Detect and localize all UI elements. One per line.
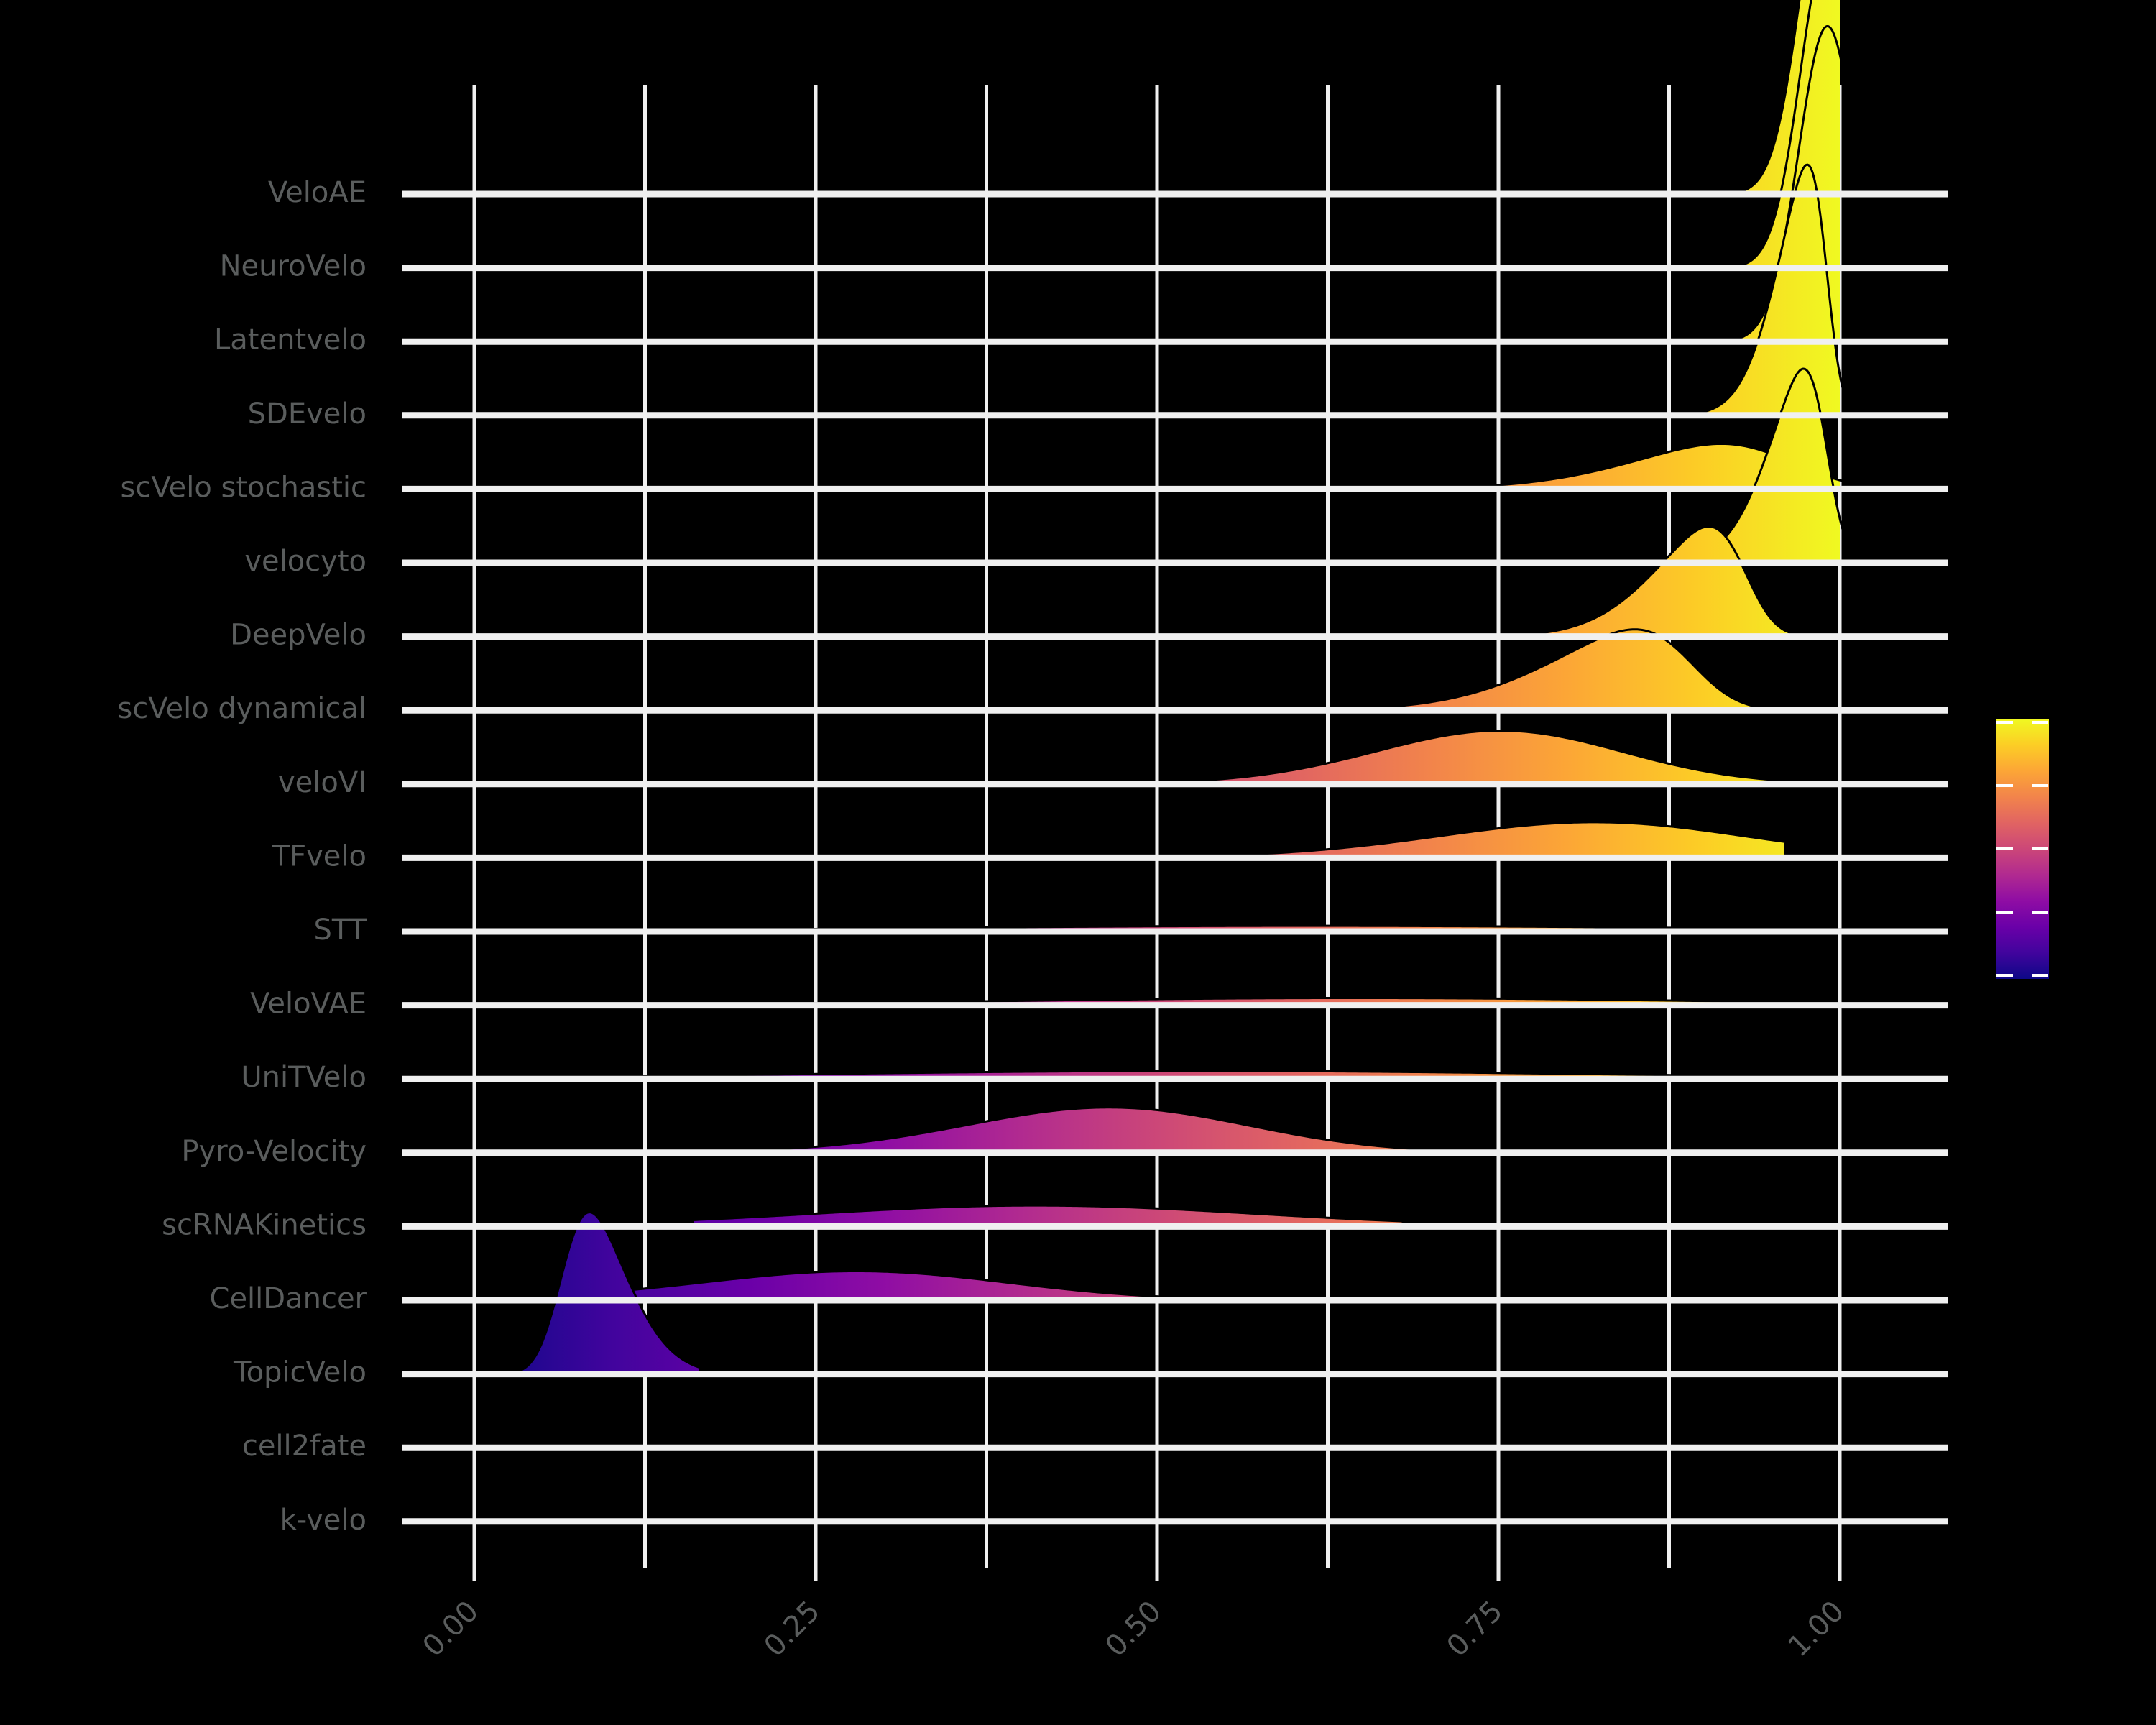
y-axis-label-neurovelo: NeuroVelo	[220, 250, 367, 283]
y-axis-label-cell2fate: cell2fate	[242, 1430, 367, 1463]
y-axis-label-veloae: VeloAE	[268, 176, 367, 209]
y-axis-label-velovi: veloVI	[278, 766, 367, 799]
y-axis-label-scrnakinetics: scRNAKinetics	[162, 1208, 367, 1241]
y-axis-label-topicvelo: TopicVelo	[233, 1356, 367, 1389]
y-axis-label-deepvelo: DeepVelo	[230, 619, 367, 652]
y-axis-label-scvelo-stochastic: scVelo stochastic	[121, 471, 367, 504]
ridge-fill-unitvelo	[474, 1070, 1812, 1080]
y-axis-label-velocyto: velocyto	[244, 545, 367, 578]
ridge-outline-scrnakinetics	[691, 1204, 1404, 1228]
y-axis-label-scvelo-dynamical: scVelo dynamical	[117, 692, 367, 725]
y-axis-label-velovae: VeloVAE	[250, 988, 367, 1021]
y-axis-label-celldancer: CellDancer	[210, 1282, 367, 1315]
ridge-fill-velovae	[720, 998, 1826, 1006]
y-axis-label-pyro-velocity: Pyro-Velocity	[181, 1135, 367, 1168]
y-axis-label-k-velo: k-velo	[280, 1504, 367, 1537]
y-axis-label-unitvelo: UniTVelo	[241, 1061, 367, 1094]
y-axis-label-tfvelo: TFvelo	[272, 840, 367, 873]
row-baselines	[402, 190, 1948, 1525]
colorbar-ticks	[1996, 721, 2048, 977]
y-axis-label-latentvelo: Latentvelo	[214, 323, 367, 356]
y-axis-labels: VeloAE NeuroVelo Latentvelo SDEvelo scVelo s…	[117, 176, 367, 1537]
ridge-outline-pyro-velocity	[732, 1106, 1432, 1154]
y-axis-label-sdevelo: SDEvelo	[248, 397, 367, 431]
ridge-outline-unitvelo	[473, 1070, 1814, 1080]
y-axis-label-stt: STT	[313, 914, 367, 947]
colorbar	[1996, 719, 2049, 979]
